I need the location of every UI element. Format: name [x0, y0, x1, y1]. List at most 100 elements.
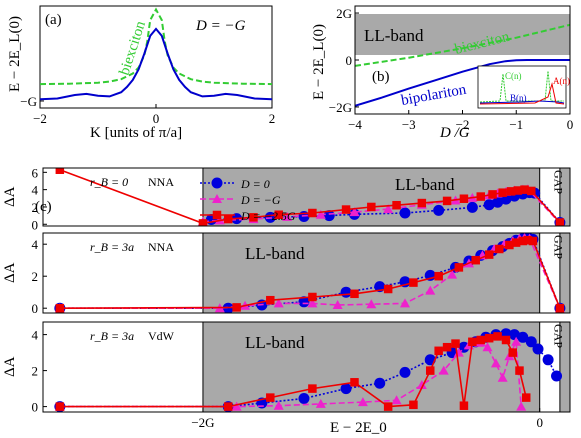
bipolariton-label: bipolariton	[400, 82, 468, 109]
legend-label: D = 0	[240, 177, 270, 191]
data-point-circle	[517, 331, 529, 343]
ll-band-label-b: LL-band	[364, 26, 424, 45]
panel-b-label: (b)	[372, 69, 390, 85]
data-point-square	[409, 278, 418, 287]
data-point-square	[55, 402, 65, 411]
inset-c-label: C(n)	[505, 71, 522, 81]
delta-a-ylabel: ΔA	[2, 186, 18, 207]
data-point-square	[383, 284, 393, 294]
data-point-square	[350, 378, 359, 387]
model-label: NNA	[148, 175, 174, 189]
inset-a-label: A(n)	[553, 76, 570, 86]
data-point-square	[274, 210, 283, 219]
data-point-circle	[542, 354, 554, 366]
data-point-circle	[525, 336, 537, 348]
panel-a-series-1	[40, 27, 272, 101]
panel-a-series-0	[40, 7, 272, 86]
data-point-square	[308, 384, 317, 393]
model-label: NNA	[148, 240, 174, 254]
panel-c: LL-band GAP r_B = 0 NNA ΔA 0 2 4 6 LL-band GAP r_B…	[2, 165, 571, 436]
data-point-square	[434, 271, 443, 281]
panel-b-xtick-label: −2	[456, 117, 470, 132]
data-point-square	[484, 250, 494, 259]
data-point-square	[523, 235, 533, 245]
panel-c-series-group	[54, 233, 566, 313]
data-point-triangle	[231, 401, 242, 411]
panel-c-subplot-1: LL-band GAP r_B = 0 NNA ΔA 0 2 4 6	[2, 165, 571, 232]
data-point-square	[434, 346, 443, 356]
gap-label: GAP	[552, 170, 566, 194]
data-point-square	[459, 194, 469, 203]
data-point-square	[409, 400, 418, 410]
data-point-square	[468, 337, 477, 347]
data-point-square	[249, 213, 258, 222]
data-point-square	[495, 244, 504, 254]
data-point-triangle	[349, 207, 360, 217]
data-point-triangle	[516, 401, 527, 411]
data-point-square	[367, 202, 376, 212]
data-point-triangle	[391, 395, 402, 405]
inset-green-curve	[479, 70, 564, 103]
data-point-square	[459, 401, 469, 410]
rb-label: r_B = 3a	[90, 329, 134, 343]
data-point-square	[223, 402, 233, 411]
data-point-circle	[399, 366, 411, 378]
right-band-region	[559, 322, 570, 412]
ytick-label: 6	[32, 165, 39, 180]
data-point-square	[498, 188, 507, 197]
data-point-circle	[532, 343, 544, 355]
gap-label: GAP	[552, 324, 566, 348]
data-point-triangle	[332, 300, 343, 309]
panel-b-xtick-label: −4	[348, 117, 362, 132]
data-point-square	[55, 168, 65, 174]
panel-c-legend: D = 0 D = −G D = −2.5G	[200, 177, 296, 223]
data-point-square	[308, 208, 317, 218]
panel-c-xlabel: E − 2E_0	[330, 420, 387, 436]
panel-a-annotation: D = −G	[195, 18, 246, 34]
data-point-square	[493, 332, 502, 341]
data-point-triangle	[511, 336, 522, 346]
data-point-square	[521, 393, 531, 402]
data-point-circle	[492, 196, 504, 208]
data-point-square	[266, 295, 275, 305]
data-point-square	[528, 236, 538, 246]
data-point-square	[501, 335, 511, 345]
panel-b-xtick-label: −1	[509, 117, 523, 132]
data-point-triangle	[357, 397, 368, 407]
data-point-square	[232, 303, 241, 312]
xtick-label: 0	[536, 415, 543, 430]
inset-b-label: B(n)	[510, 93, 527, 103]
data-point-square	[555, 303, 565, 313]
panel-c-frame	[42, 232, 571, 314]
legend-label: D = −2.5G	[240, 209, 296, 223]
data-point-square	[451, 339, 460, 348]
panel-c-label: (c)	[35, 199, 52, 215]
ytick-label: 0	[32, 400, 39, 415]
data-point-square	[508, 348, 518, 357]
ytick-label: 2	[32, 269, 39, 284]
panel-c-frame	[42, 167, 571, 227]
data-point-square	[392, 200, 401, 210]
data-point-square	[350, 289, 359, 299]
panel-a-label: (a)	[45, 12, 62, 28]
ytick-label: 4	[32, 328, 39, 343]
data-point-square	[442, 342, 452, 352]
delta-a-ylabel: ΔA	[2, 356, 18, 377]
delta-a-ylabel: ΔA	[2, 262, 18, 283]
data-point-square	[484, 333, 494, 343]
data-point-circle	[323, 210, 335, 222]
data-point-square	[383, 402, 393, 411]
legend-marker	[212, 194, 222, 203]
data-point-triangle	[315, 398, 326, 408]
data-point-circle	[298, 393, 310, 404]
data-point-circle	[483, 199, 495, 211]
model-label: VdW	[148, 329, 175, 343]
inset: C(n) B(n) A(n)	[477, 65, 570, 109]
data-point-triangle	[282, 211, 293, 221]
data-point-circle	[340, 286, 352, 298]
data-point-triangle	[273, 400, 284, 410]
data-point-circle	[298, 296, 310, 308]
data-point-circle	[508, 329, 520, 341]
panel-c-frame	[42, 321, 571, 413]
